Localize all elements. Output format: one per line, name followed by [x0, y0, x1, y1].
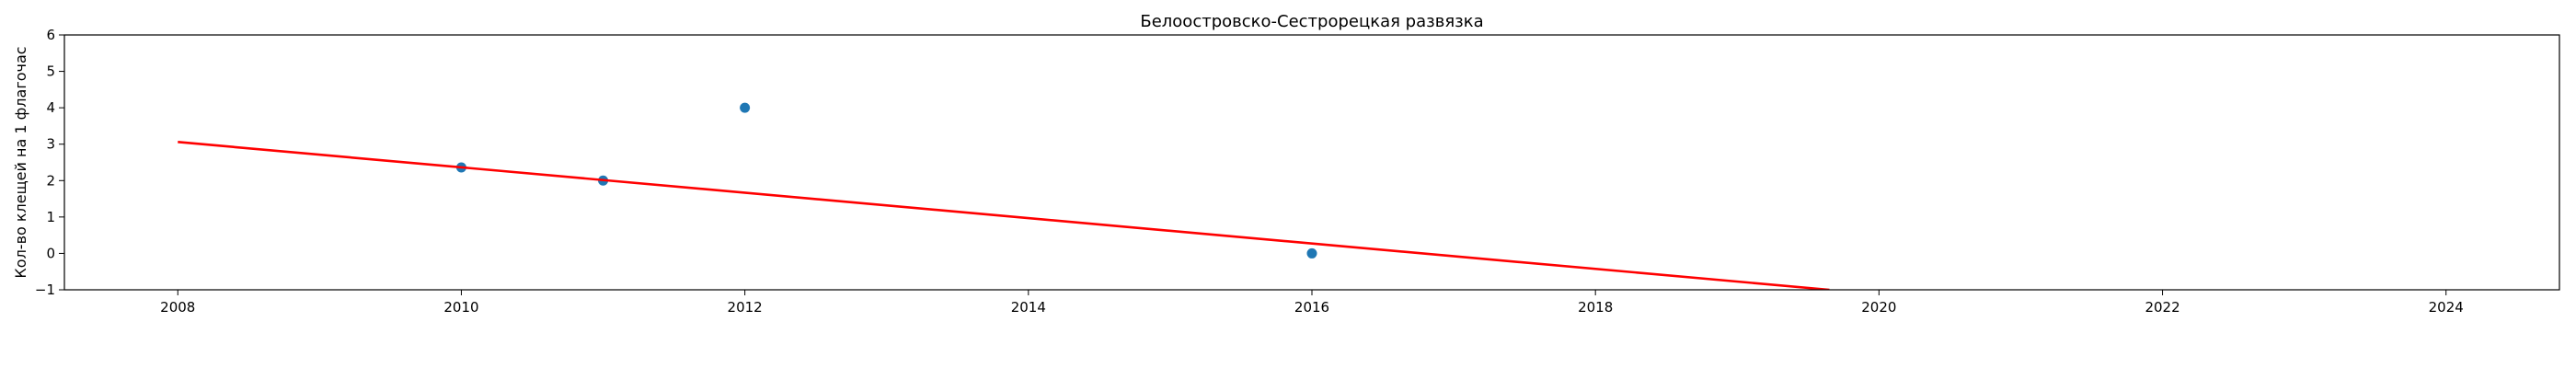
plot-area: 2008 2010 2012 2014 2016 2018 2020 2022 2024 −1 0 1…: [35, 27, 2464, 316]
x-tick-label: 2024: [2429, 299, 2464, 316]
y-tick-label: 6: [46, 27, 55, 43]
x-tick-label: 2020: [1861, 299, 1896, 316]
x-tick-label: 2010: [443, 299, 478, 316]
plot-frame: [63, 34, 2560, 291]
y-tick-label: 2: [46, 172, 55, 189]
y-tick-label: 4: [46, 99, 55, 116]
y-tick-label: 5: [46, 63, 55, 80]
y-axis-label: Кол-во клещей на 1 флагочас: [12, 46, 29, 278]
y-tick-label: 0: [46, 245, 55, 261]
y-tick-label: 1: [46, 209, 55, 225]
trend-line: [178, 141, 1830, 290]
y-tick-label: 3: [46, 136, 55, 153]
x-tick-label: 2012: [728, 299, 763, 316]
scatter-point: [740, 102, 751, 113]
x-tick-label: 2018: [1578, 299, 1613, 316]
y-tick-label: −1: [35, 282, 55, 298]
x-tick-label: 2008: [160, 299, 195, 316]
scatter-point: [1306, 247, 1317, 259]
chart-title: Белоостровско-Сестрорецкая развязка: [1140, 12, 1483, 31]
x-tick-label: 2022: [2145, 299, 2179, 316]
x-tick-label: 2016: [1294, 299, 1329, 316]
x-tick-label: 2014: [1011, 299, 1046, 316]
series-group: [178, 102, 1830, 290]
